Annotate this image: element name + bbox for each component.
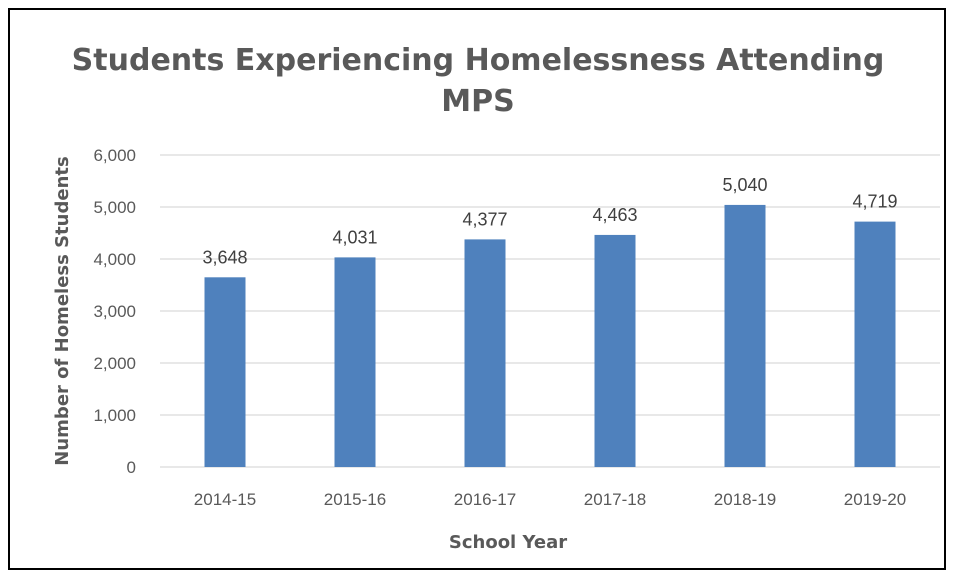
x-axis-ticks: 2014-15 2015-16 2016-17 2017-18 2018-19 2019-…	[194, 490, 906, 509]
x-tick-label: 2017-18	[584, 490, 646, 509]
bar	[204, 277, 246, 467]
x-tick-label: 2015-16	[324, 490, 386, 509]
y-tick-label: 3,000	[93, 302, 136, 321]
y-axis-ticks: 0 1,000 2,000 3,000 4,000 5,000 6,000	[93, 146, 136, 477]
data-labels: 3,648 4,031 4,377 4,463 5,040 4,719	[202, 175, 897, 267]
data-label: 4,463	[592, 205, 637, 225]
bar	[594, 234, 636, 467]
y-axis-title: Number of Homeless Students	[52, 156, 73, 465]
bars	[204, 204, 896, 468]
chart-title-line-1: Students Experiencing Homelessness Atten…	[72, 43, 885, 78]
data-label: 3,648	[202, 247, 247, 267]
data-label: 4,031	[332, 227, 377, 247]
bar	[724, 204, 766, 468]
bar	[464, 239, 506, 467]
data-label: 5,040	[722, 175, 767, 195]
x-axis-title: School Year	[449, 532, 567, 553]
x-tick-label: 2019-20	[844, 490, 906, 509]
x-tick-label: 2014-15	[194, 490, 256, 509]
y-tick-label: 2,000	[93, 354, 136, 373]
data-label: 4,719	[852, 192, 897, 212]
y-tick-label: 6,000	[93, 146, 136, 165]
x-tick-label: 2016-17	[454, 490, 516, 509]
gridlines	[160, 154, 940, 468]
bar	[334, 257, 376, 467]
x-tick-label: 2018-19	[714, 490, 776, 509]
y-tick-label: 4,000	[93, 250, 136, 269]
y-tick-label: 1,000	[93, 406, 136, 425]
chart-title-line-2: MPS	[441, 84, 514, 119]
data-label: 4,377	[462, 209, 507, 229]
bar	[854, 221, 896, 467]
y-tick-label: 5,000	[93, 198, 136, 217]
y-tick-label: 0	[127, 458, 136, 477]
